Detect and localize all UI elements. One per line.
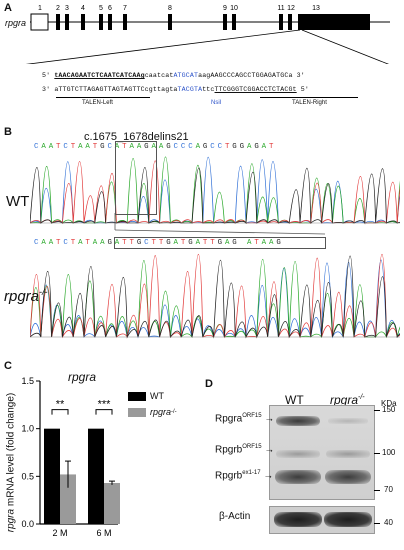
band-label-rpgrb-orf15: RpgrbORF15 → xyxy=(215,444,275,456)
mutation-label: c.1675_1678delins21 xyxy=(84,131,189,143)
band-mut-actin xyxy=(324,512,372,527)
band-label-rpgrb-ex1-17: Rpgrbex1-17 → xyxy=(215,470,274,482)
exon-13 xyxy=(298,14,370,30)
legend-swatch-wt xyxy=(128,391,146,401)
exon-10 xyxy=(232,14,236,30)
sequence-top: 5' tAACAGAATCTCAATCATCAAgcaatcatATGCATaa… xyxy=(42,72,305,79)
band-wt-actin xyxy=(274,512,322,527)
marker-label-70: 70 xyxy=(384,485,393,494)
exon-number-9: 9 xyxy=(223,5,227,12)
band-mut-rpgra-orf15 xyxy=(328,418,368,424)
exon-11 xyxy=(279,14,283,30)
bar-chart: 0.0 0.5 1.0 1.5 ** 2 M *** 6 M xyxy=(21,376,120,538)
exon-7 xyxy=(123,14,127,30)
exon-6 xyxy=(108,14,112,30)
legend-label-mut: rpgra xyxy=(150,407,172,417)
marker-label-150: 150 xyxy=(382,405,396,414)
western-blot-actin xyxy=(269,506,375,534)
mutant-chromatogram: CAATCTATAAGATTGCTTGATGATTGAG ATAAG xyxy=(30,237,400,339)
exon-1 xyxy=(30,13,49,31)
exon-number-8: 8 xyxy=(168,5,172,12)
wt-trace xyxy=(30,156,400,225)
legend: WT rpgra -/- xyxy=(128,391,177,417)
mutant-label: rpgra-/- xyxy=(4,287,48,305)
exon-number-13: 13 xyxy=(312,5,320,12)
panel-letter-b: B xyxy=(4,126,12,138)
exon-8 xyxy=(168,14,172,30)
trace-line xyxy=(30,255,400,339)
panel-letter-d: D xyxy=(205,378,213,390)
mutant-trace xyxy=(30,254,400,339)
significance-bracket xyxy=(95,409,113,415)
talen-right-label: TALEN-Right xyxy=(292,100,327,106)
exon-number-1: 1 xyxy=(38,5,42,12)
col-wt-label: WT xyxy=(285,393,304,407)
band-wt-rpgrb-ex1-17 xyxy=(275,470,321,484)
marker-label-100: 100 xyxy=(382,448,396,457)
y-tick-label: 1.5 xyxy=(21,376,34,386)
exon-number-3: 3 xyxy=(65,5,69,12)
talen-left-underline xyxy=(56,97,150,98)
wt-box xyxy=(115,141,157,215)
western-blot-main xyxy=(269,405,375,500)
gene-label: rpgra xyxy=(5,18,27,28)
kda-label: KDa xyxy=(381,399,397,408)
marker-label-40: 40 xyxy=(384,518,393,527)
marker-tick-100 xyxy=(374,453,380,454)
exon-number-12: 12 xyxy=(287,5,295,12)
exon-number-10: 10 xyxy=(230,5,238,12)
chart-title: rpgra xyxy=(68,370,97,384)
insertion-connector xyxy=(114,213,326,235)
insertion-box xyxy=(114,237,326,249)
exon-number-7: 7 xyxy=(123,5,127,12)
exon-12 xyxy=(288,14,292,30)
band-wt-rpgra-orf15 xyxy=(276,416,320,426)
band-mut-rpgrb-ex1-17 xyxy=(325,470,371,484)
marker-tick-150 xyxy=(374,410,380,411)
y-tick-label: 0.0 xyxy=(21,519,34,529)
band-label-actin: β-Actin xyxy=(219,511,251,522)
bar-6M-0 xyxy=(88,428,104,524)
gene-structure-diagram: 1 2 3 4 5 6 7 8 9 10 11 12 13 xyxy=(25,5,390,64)
marker-tick-70 xyxy=(374,490,380,491)
significance-label: ** xyxy=(56,399,65,411)
bar-6M-1 xyxy=(104,483,120,524)
legend-swatch-mut xyxy=(128,407,146,417)
col-mut-label: rpgra-/- xyxy=(330,393,365,407)
exon-4 xyxy=(81,14,85,30)
panel-letter-c: C xyxy=(4,360,12,372)
exon-9 xyxy=(223,14,227,30)
significance-label: *** xyxy=(98,399,112,411)
x-tick-label: 6 M xyxy=(96,528,111,538)
band-mut-rpgrb-orf15 xyxy=(326,450,370,458)
wt-bases: CAATCTAATGCATAAGAAGCCCAGCCTGGAGAT xyxy=(34,143,277,151)
trace-line xyxy=(30,156,400,225)
exon-number-4: 4 xyxy=(81,5,85,12)
marker-tick-40 xyxy=(374,523,380,524)
talen-left-label: TALEN-Left xyxy=(82,100,113,106)
mutant-bases: CAATCTATAAGATTGCTTGATGATTGAG ATAAG xyxy=(34,239,284,247)
bar-2M-1 xyxy=(60,474,76,524)
exon-number-5: 5 xyxy=(99,5,103,12)
exon-5 xyxy=(99,14,103,30)
sequence-bottom: 3' aTTGTCTTAGAGTTAGTAGTTCcgttagtaTACGTAt… xyxy=(42,86,309,93)
exon-number-11: 11 xyxy=(277,5,284,12)
bar-2M-0 xyxy=(44,428,60,524)
significance-bracket xyxy=(51,409,69,415)
exon-2 xyxy=(56,14,60,30)
y-tick-label: 0.5 xyxy=(21,471,34,481)
y-tick-label: 1.0 xyxy=(21,424,34,434)
exon-3 xyxy=(65,14,69,30)
exon-number-2: 2 xyxy=(56,5,60,12)
band-wt-rpgrb-orf15 xyxy=(276,450,320,458)
exon-number-6: 6 xyxy=(108,5,112,12)
band-label-rpgra-orf15: RpgraORF15 → xyxy=(215,413,275,425)
panel-letter-a: A xyxy=(4,2,12,14)
talen-right-underline xyxy=(260,97,358,98)
wt-label: WT xyxy=(6,193,30,210)
wt-chromatogram: CAATCTAATGCATAAGAAGCCCAGCCTGGAGAT xyxy=(30,141,400,225)
legend-label-wt: WT xyxy=(150,391,164,401)
nsi-label: NsiI xyxy=(211,100,222,106)
x-tick-label: 2 M xyxy=(52,528,67,538)
